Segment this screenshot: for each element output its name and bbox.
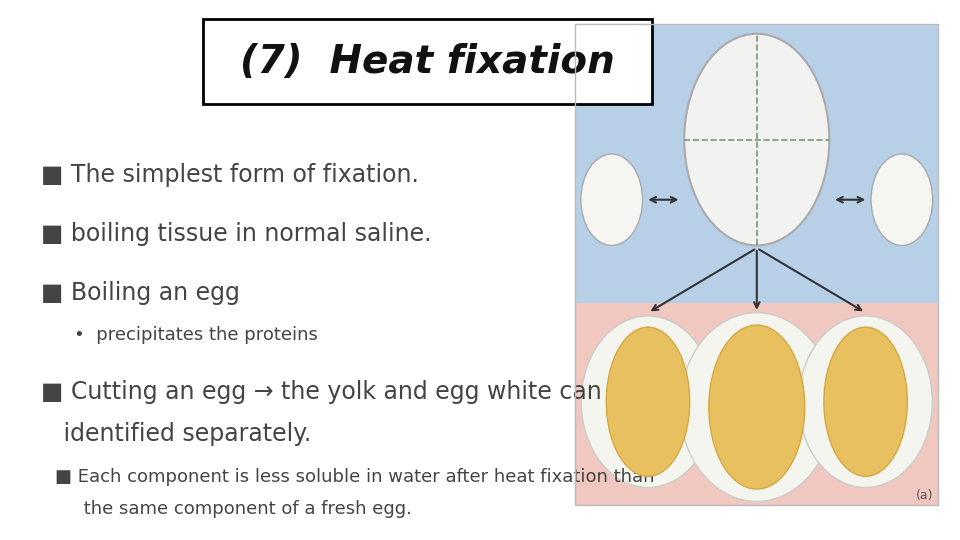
Ellipse shape [581,316,714,488]
Text: ■ Cutting an egg → the yolk and egg white can be: ■ Cutting an egg → the yolk and egg whit… [41,380,638,403]
Text: (a): (a) [916,489,933,503]
Text: •  precipitates the proteins: • precipitates the proteins [74,326,318,344]
Ellipse shape [708,325,804,489]
Text: ■ The simplest form of fixation.: ■ The simplest form of fixation. [41,163,419,187]
Text: identified separately.: identified separately. [41,422,311,447]
Ellipse shape [607,327,689,476]
Bar [575,24,938,505]
Ellipse shape [680,313,833,502]
Text: (7)  Heat fixation: (7) Heat fixation [240,43,615,80]
Text: the same component of a fresh egg.: the same component of a fresh egg. [56,500,412,518]
Text: ■ Each component is less soluble in water after heat fixation than: ■ Each component is less soluble in wate… [56,468,655,486]
Text: ■ boiling tissue in normal saline.: ■ boiling tissue in normal saline. [41,222,431,246]
Text: ■ Boiling an egg: ■ Boiling an egg [41,281,240,305]
Ellipse shape [684,34,829,245]
Bar [575,303,938,505]
Bar [575,24,938,303]
Ellipse shape [799,316,932,488]
FancyBboxPatch shape [204,19,652,104]
Ellipse shape [581,154,642,245]
Ellipse shape [871,154,933,245]
Ellipse shape [824,327,907,476]
